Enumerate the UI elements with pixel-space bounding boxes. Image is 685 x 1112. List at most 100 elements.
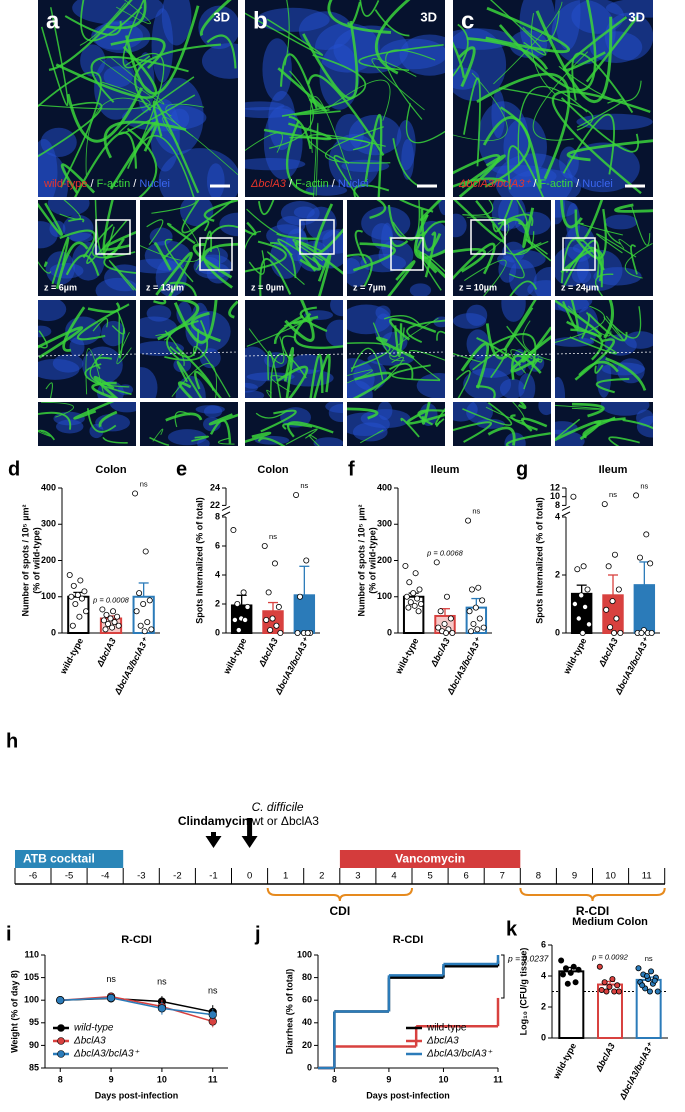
data-point: [144, 619, 151, 626]
caption-part: ΔbclA3/bclA3⁺: [458, 178, 531, 190]
actin: [453, 23, 469, 77]
micrograph-texture: [149, 405, 238, 446]
data-point: [81, 588, 88, 595]
y-tick-label: 4: [215, 569, 220, 579]
significance: ns: [472, 507, 480, 516]
caption-part: Nuclei: [139, 178, 170, 190]
caption-part: Nuclei: [582, 178, 613, 190]
significance: ns: [300, 481, 308, 490]
actin: [391, 364, 441, 382]
actin: [245, 240, 287, 273]
data-point: [584, 586, 591, 593]
data-point: [105, 620, 112, 627]
actin: [352, 242, 396, 272]
actin: [140, 219, 202, 262]
data-point: [639, 982, 646, 989]
actin: [555, 404, 604, 410]
legend-marker: [57, 1024, 65, 1032]
actin: [164, 320, 209, 361]
data-point: [277, 630, 284, 637]
data-point: [415, 608, 422, 615]
actin: [76, 303, 130, 341]
panel-letter: j: [254, 923, 261, 945]
y-tick-label: 400: [41, 482, 56, 492]
nuclei: [146, 305, 172, 322]
actin: [248, 250, 266, 275]
data-point: [651, 977, 658, 984]
actin: [203, 200, 238, 222]
actin: [289, 136, 371, 151]
actin: [489, 0, 547, 56]
actin: [302, 20, 359, 100]
actin: [603, 300, 614, 339]
actin: [267, 251, 305, 285]
actin: [595, 273, 614, 296]
significance: p = 0.0068: [426, 548, 463, 557]
data-point: [572, 979, 579, 986]
actin: [310, 96, 352, 180]
section-line: [452, 351, 654, 357]
arrow-label: wt or ΔbclA3: [251, 814, 320, 828]
data-point: [465, 517, 472, 524]
nuclei: [38, 152, 69, 197]
actin: [118, 314, 125, 359]
actin: [608, 436, 640, 446]
nuclei: [264, 352, 288, 369]
x-tick-label: 9: [386, 1074, 391, 1084]
actin: [293, 109, 341, 116]
bracket-label: CDI: [330, 904, 351, 918]
data-point: [265, 589, 272, 596]
data-point: [405, 604, 412, 611]
actin: [388, 362, 414, 379]
actin: [59, 229, 96, 259]
actin: [281, 54, 367, 117]
x-tick-label: ΔbclA3/bclA3⁺: [613, 635, 652, 697]
caption-part: F-actin: [539, 178, 573, 190]
actin: [569, 336, 617, 355]
actin: [248, 328, 285, 364]
actin: [108, 260, 136, 292]
actin: [162, 220, 210, 260]
actin: [475, 385, 496, 398]
actin: [199, 0, 232, 37]
data-point: [132, 490, 139, 497]
actin: [245, 12, 324, 56]
x-axis-label: Days post-infection: [95, 1090, 179, 1100]
actin: [523, 358, 544, 390]
data-point: [76, 613, 83, 620]
significance: ns: [106, 974, 116, 984]
nuclei: [313, 437, 343, 446]
nuclei: [276, 216, 306, 235]
significance: ns: [269, 532, 277, 541]
day-label: -4: [101, 871, 109, 882]
nuclei: [167, 429, 207, 446]
actin: [38, 260, 52, 274]
actin: [91, 223, 136, 259]
actin: [103, 120, 187, 159]
y-tick-label: 6: [541, 939, 546, 949]
actin: [578, 360, 619, 377]
actin: [555, 420, 602, 442]
data-point: [474, 626, 481, 633]
y-tick-label: 110: [24, 949, 39, 959]
nuclei: [499, 378, 525, 398]
actin: [562, 113, 615, 175]
data-point: [294, 630, 301, 637]
actin: [98, 410, 118, 428]
actin: [38, 71, 102, 188]
caption-part: F-actin: [295, 178, 329, 190]
x-tick-label: ΔbclA3/bclA3⁺: [617, 1040, 656, 1102]
data-point: [261, 543, 268, 550]
data-point: [607, 624, 614, 631]
actin: [406, 319, 445, 343]
series-line: [60, 997, 213, 1016]
actin: [389, 317, 437, 341]
data-point: [273, 622, 280, 629]
micrograph-texture: [453, 0, 653, 197]
data-point: [635, 965, 642, 972]
panel-letter: f: [348, 458, 355, 480]
nuclei: [149, 227, 173, 246]
actin: [206, 224, 238, 241]
data-point: [230, 527, 237, 534]
bar: [633, 584, 656, 635]
